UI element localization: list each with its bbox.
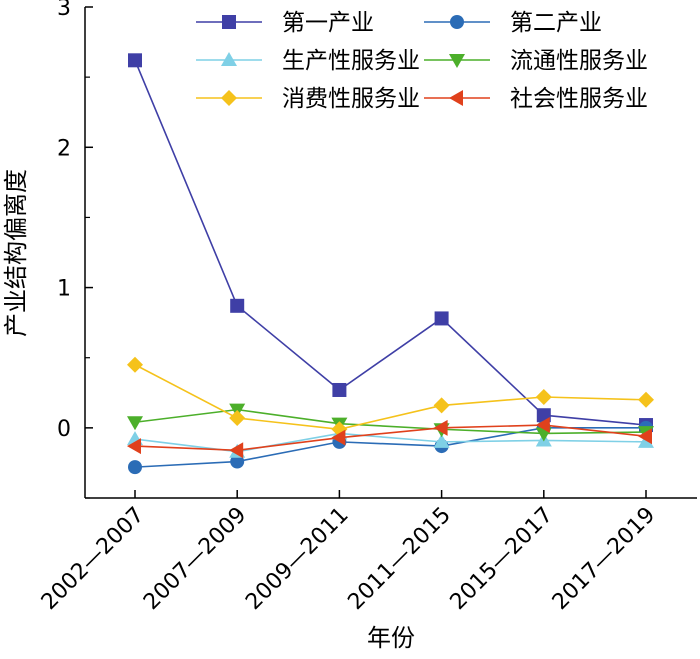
series-6 <box>127 417 652 459</box>
data-point <box>433 419 448 436</box>
x-tick-label: 2017—2019 <box>548 503 660 615</box>
plot-area <box>127 53 654 475</box>
data-point <box>229 410 246 427</box>
data-point <box>127 416 143 431</box>
x-tick-label: 2002—2007 <box>37 503 149 615</box>
x-tick-label: 2015—2017 <box>446 503 558 615</box>
legend-item: 第二产业 <box>424 10 602 36</box>
legend-label: 社会性服务业 <box>510 86 648 112</box>
legend-label: 生产性服务业 <box>282 48 420 74</box>
legend-label: 第二产业 <box>510 10 602 36</box>
x-tick-label: 2009—2011 <box>241 503 353 615</box>
series-line <box>134 408 647 435</box>
data-point <box>638 428 652 445</box>
legend-marker <box>221 52 237 66</box>
data-point <box>433 397 450 414</box>
x-axis-title: 年份 <box>367 624 415 652</box>
legend-item: 第一产业 <box>196 10 374 36</box>
series-1 <box>128 53 653 433</box>
y-tick-label: 0 <box>57 417 71 442</box>
legend-marker <box>221 90 237 106</box>
legend-marker <box>222 15 236 29</box>
data-point <box>332 382 347 397</box>
y-tick-label: 2 <box>57 136 71 161</box>
data-point <box>535 417 550 434</box>
series-line <box>134 60 647 426</box>
data-point <box>638 433 654 448</box>
series-line <box>134 427 646 468</box>
x-tick-label: 2011—2015 <box>343 503 455 615</box>
legend-marker <box>449 90 463 106</box>
y-axis-title: 产业结构偏离度 <box>2 169 30 337</box>
data-point <box>128 460 142 475</box>
legend-label: 第一产业 <box>282 10 374 36</box>
data-point <box>331 429 346 446</box>
legend-label: 消费性服务业 <box>282 86 420 112</box>
data-point <box>434 311 449 326</box>
data-point <box>127 438 141 455</box>
data-point <box>535 388 552 405</box>
x-tick-label: 2007—2009 <box>139 503 251 615</box>
series-line <box>134 364 647 431</box>
data-point <box>638 391 654 408</box>
legend-label: 流通性服务业 <box>510 48 648 74</box>
data-point <box>128 53 142 68</box>
series-3 <box>127 425 654 458</box>
series-5 <box>127 356 654 438</box>
legend-item: 生产性服务业 <box>196 48 420 74</box>
legend-marker <box>450 15 464 29</box>
legend-item: 社会性服务业 <box>424 86 648 112</box>
y-tick-label: 1 <box>57 277 71 302</box>
data-point <box>230 298 245 313</box>
legend-item: 流通性服务业 <box>424 48 648 74</box>
data-point <box>229 442 244 459</box>
data-point <box>230 454 245 469</box>
legend-marker <box>449 54 465 68</box>
series-4 <box>127 403 654 442</box>
legend-item: 消费性服务业 <box>196 86 420 112</box>
series-line <box>134 424 647 452</box>
data-point <box>127 356 143 373</box>
data-point <box>433 433 450 448</box>
y-tick-label: 3 <box>57 0 71 21</box>
